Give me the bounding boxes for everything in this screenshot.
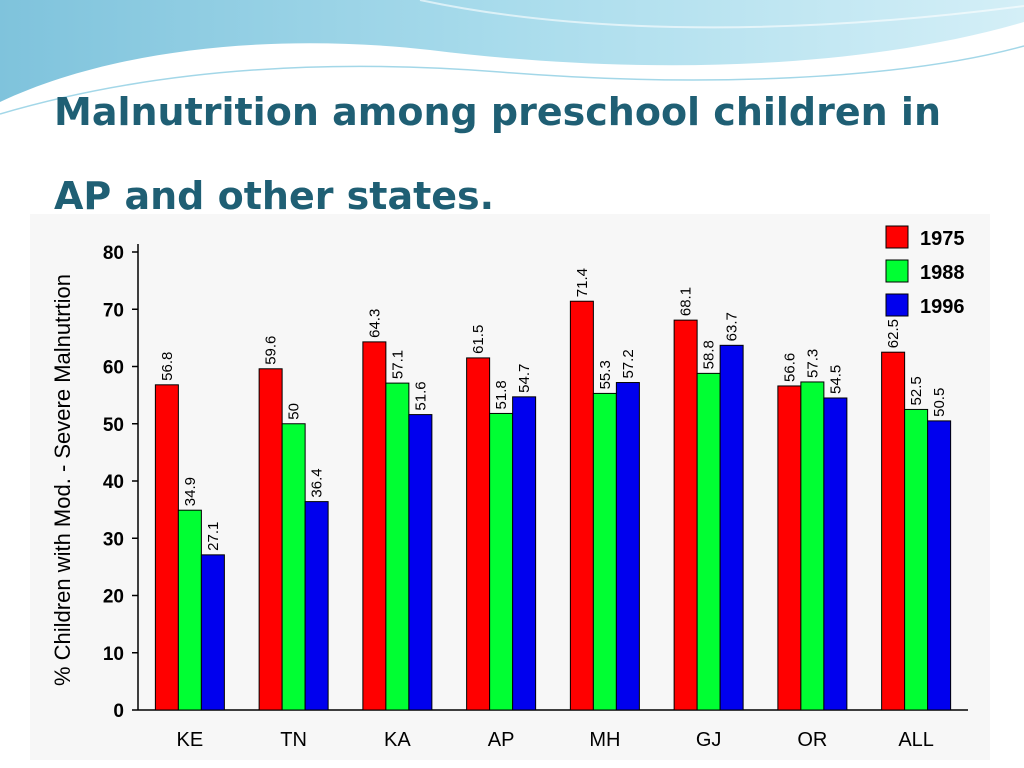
bar-value-label: 34.9: [182, 477, 199, 506]
slide-title-line-1: Malnutrition among preschool children in: [54, 90, 942, 134]
legend-swatch: [885, 293, 909, 317]
bar-value-label: 62.5: [885, 319, 902, 348]
bar: [615, 382, 640, 711]
bar: [673, 319, 698, 711]
x-category-label: AP: [488, 729, 515, 751]
legend-swatch: [885, 259, 909, 283]
bar: [258, 368, 283, 711]
x-category-label: MH: [589, 729, 620, 751]
legend-label: 1988: [920, 262, 965, 284]
y-tick-label: 60: [103, 358, 124, 379]
x-category-label: GJ: [696, 729, 722, 751]
slide-title: Malnutrition among preschool children in…: [54, 70, 994, 238]
y-tick-label: 20: [103, 587, 124, 608]
legend-label: 1996: [920, 296, 965, 318]
slide-title-line-2: AP and other states.: [54, 154, 994, 238]
bar: [823, 397, 848, 711]
bar-value-label: 55.3: [597, 360, 614, 389]
bar: [362, 341, 387, 711]
bar: [800, 381, 825, 711]
slide-title-line-2-text: AP and other states: [54, 174, 480, 218]
legend-swatch: [885, 225, 909, 249]
bar-value-label: 71.4: [574, 268, 591, 297]
bar-value-label: 36.4: [309, 468, 326, 497]
bar-value-label: 64.3: [366, 309, 383, 338]
bar: [200, 554, 225, 711]
x-category-label: KA: [384, 729, 411, 751]
bar-value-label: 27.1: [205, 522, 222, 551]
bar-value-label: 57.3: [804, 349, 821, 378]
bar-value-label: 51.6: [412, 381, 429, 410]
bar-value-label: 63.7: [724, 312, 741, 341]
slide-title-period: .: [479, 174, 495, 218]
bar: [592, 392, 617, 711]
bar: [777, 385, 802, 711]
header-wave-decoration: [0, 0, 1024, 115]
bar-value-label: 61.5: [470, 325, 487, 354]
bar: [304, 501, 329, 711]
bar: [904, 408, 929, 711]
x-category-label: KE: [177, 729, 204, 751]
legend-label: 1975: [920, 228, 965, 250]
x-category-label: OR: [797, 729, 827, 751]
bar-value-label: 56.6: [781, 353, 798, 382]
bar: [696, 372, 721, 711]
bar-value-label: 52.5: [908, 376, 925, 405]
bar: [466, 357, 491, 711]
bar-value-label: 50.5: [931, 388, 948, 417]
bar-value-label: 58.8: [701, 340, 718, 369]
bar: [719, 344, 744, 711]
x-category-label: ALL: [898, 729, 934, 751]
bar-value-label: 57.1: [389, 350, 406, 379]
bar-value-label: 54.7: [516, 364, 533, 393]
bar-value-label: 56.8: [159, 352, 176, 381]
bar: [569, 300, 594, 711]
y-axis-label: % Children with Mod. - Severe Malnutrtio…: [50, 274, 75, 686]
y-tick-label: 10: [103, 644, 124, 665]
y-tick-label: 80: [103, 243, 124, 264]
x-category-label: TN: [280, 729, 307, 751]
y-tick-label: 30: [103, 529, 124, 550]
bar: [512, 396, 537, 711]
bar-value-label: 68.1: [678, 287, 695, 316]
chart-plot-area: 0 10 20 30 40 50 60 70 80 56.8 34.9 27.1 KE 59.6 50 36.…: [103, 225, 968, 751]
y-tick-label: 70: [103, 300, 124, 321]
y-tick-label: 0: [113, 701, 124, 722]
bar: [281, 423, 306, 711]
bar-value-label: 57.2: [620, 349, 637, 378]
bar-value-label: 54.5: [827, 365, 844, 394]
bar: [881, 351, 906, 711]
bar-value-label: 51.8: [493, 380, 510, 409]
bar-value-label: 59.6: [263, 336, 280, 365]
bar: [489, 412, 514, 711]
bar: [385, 382, 410, 711]
malnutrition-bar-chart: % Children with Mod. - Severe Malnutrtio…: [30, 214, 990, 760]
bar: [154, 384, 179, 711]
y-tick-label: 40: [103, 472, 124, 493]
bar: [927, 420, 952, 711]
bar-value-label: 50: [286, 403, 303, 420]
y-tick-label: 50: [103, 415, 124, 436]
bar: [408, 414, 433, 711]
bar: [177, 509, 202, 711]
